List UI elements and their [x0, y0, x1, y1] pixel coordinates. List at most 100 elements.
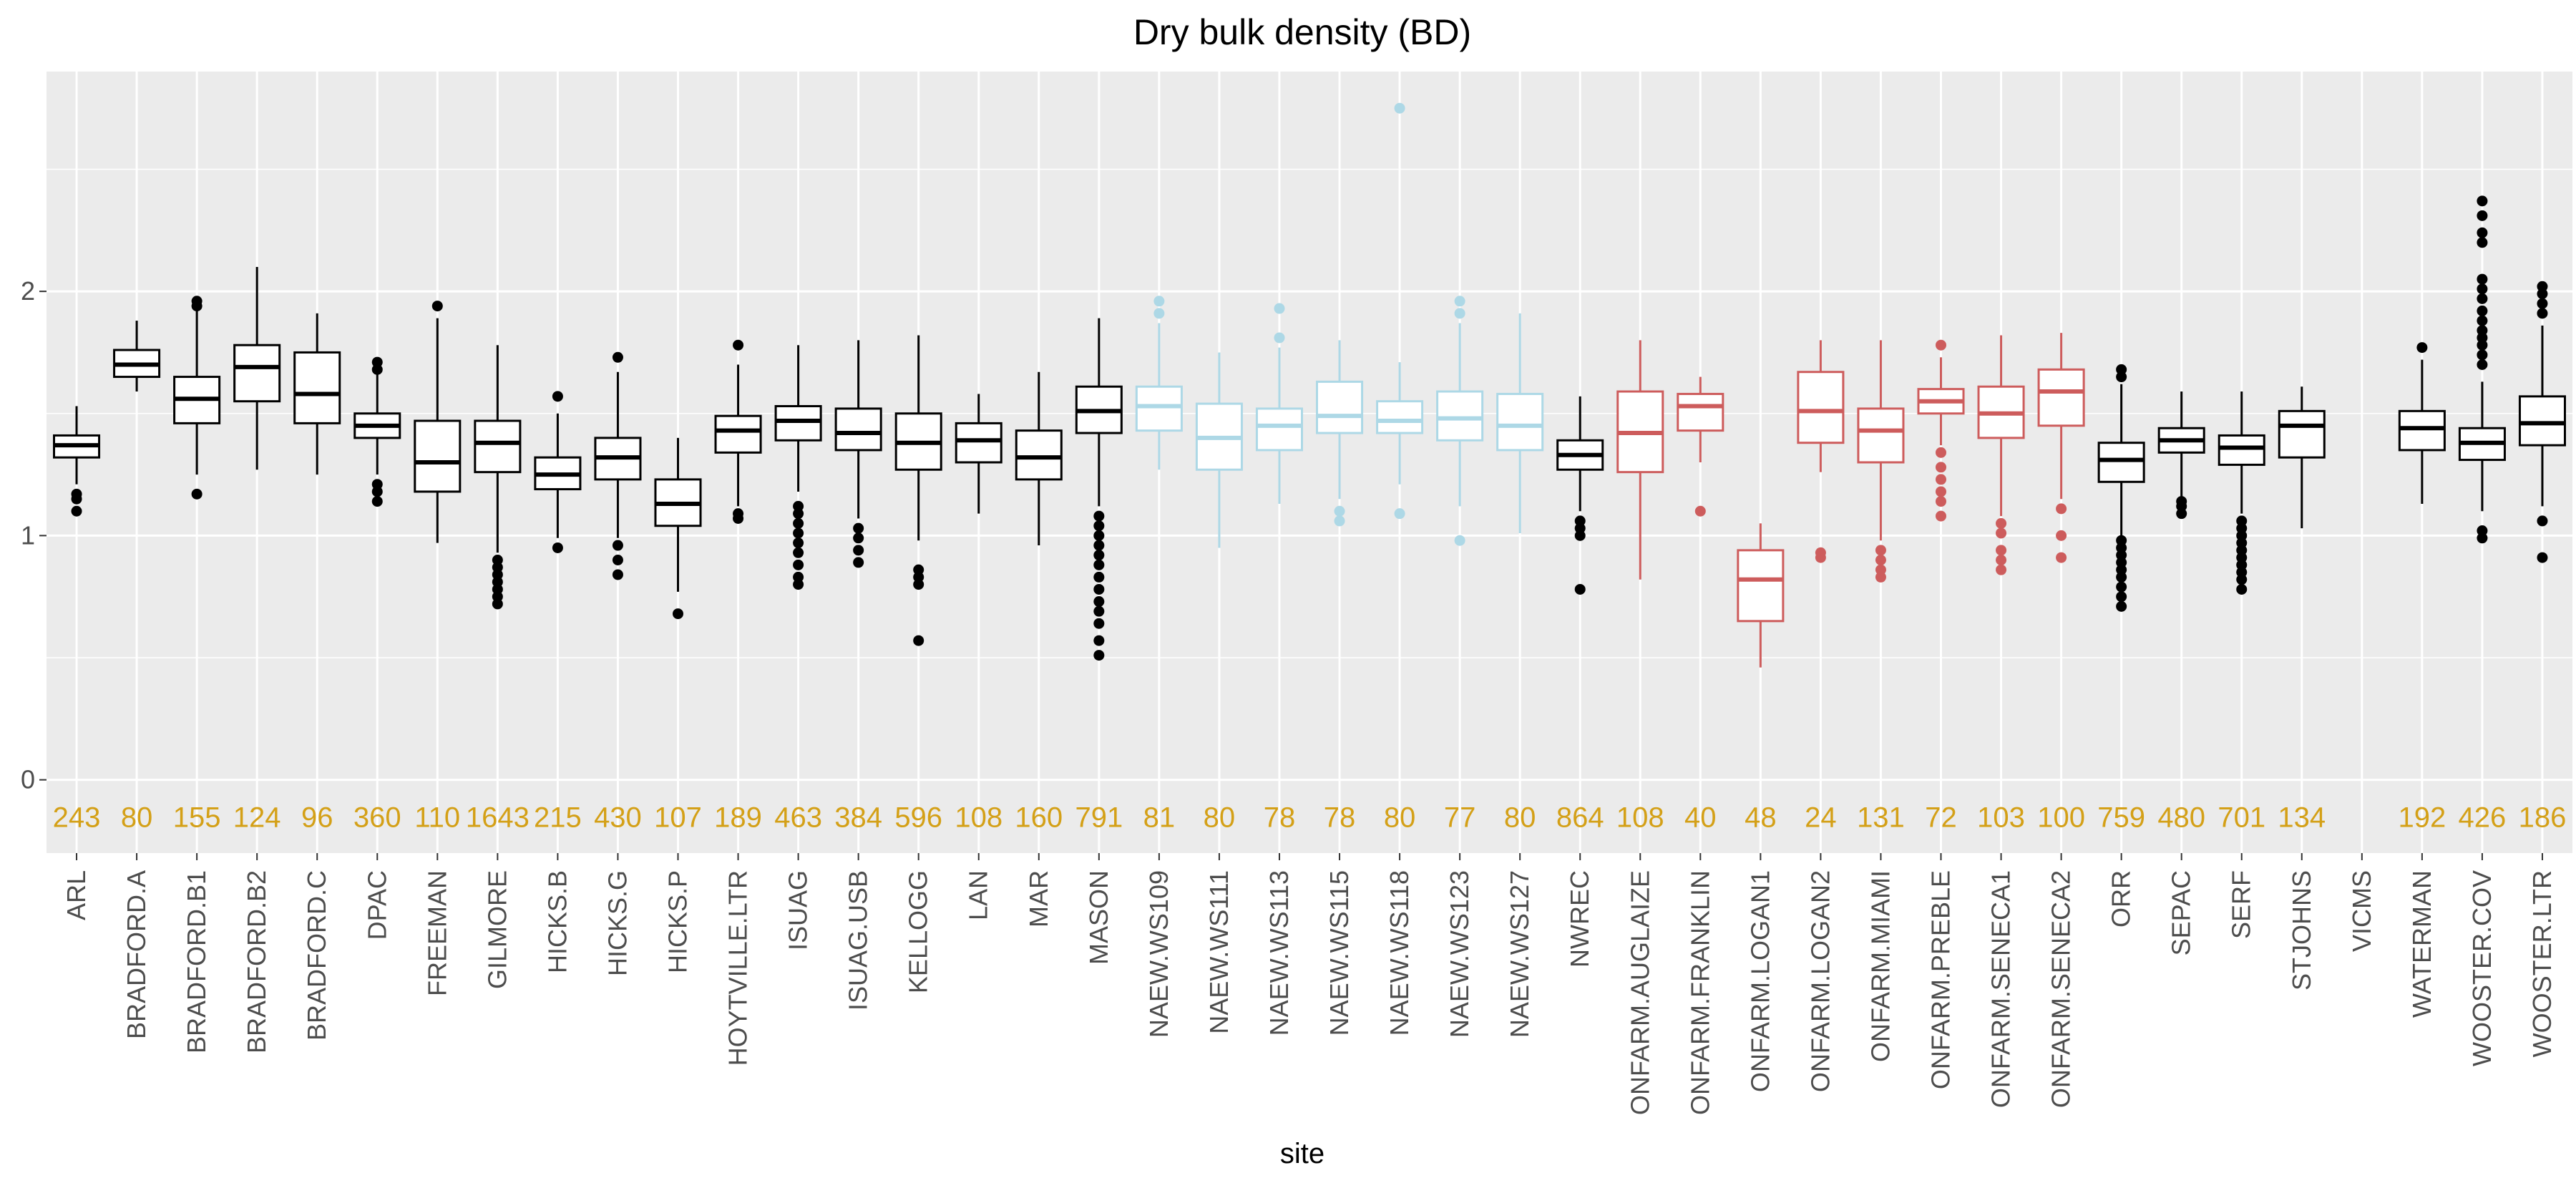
x-tick-label: ONFARM.PREBLE — [1926, 870, 1956, 1089]
x-tick-label: ONFARM.LOGAN1 — [1745, 870, 1775, 1092]
x-tick-label: NAEW.WS123 — [1445, 870, 1474, 1038]
x-tick-label: BRADFORD.C — [302, 870, 331, 1041]
box-naew-ws127 — [1496, 313, 1544, 533]
box-onfarm-seneca2 — [2037, 333, 2085, 563]
box-naew-ws123 — [1436, 296, 1484, 546]
outlier-point — [2116, 535, 2127, 546]
outlier-point — [1454, 535, 1465, 546]
x-tick-label: NAEW.WS111 — [1204, 870, 1234, 1034]
x-tick-label: NAEW.WS113 — [1264, 870, 1294, 1036]
box-freeman — [414, 301, 462, 543]
count-label: 426 — [2459, 802, 2507, 834]
outlier-point — [2236, 515, 2248, 527]
outlier-point — [2056, 552, 2067, 563]
box-isuag — [774, 345, 822, 590]
box-lan — [955, 394, 1002, 514]
outlier-point — [1996, 527, 2007, 539]
outlier-point — [1394, 508, 1405, 520]
x-tick-label: MASON — [1084, 870, 1113, 965]
iqr-box — [1376, 400, 1424, 434]
outlier-point — [793, 527, 804, 539]
outlier-point — [552, 542, 563, 553]
count-label: 72 — [1925, 802, 1957, 834]
outlier-point — [1996, 545, 2007, 556]
box-onfarm-franklin — [1677, 376, 1724, 517]
iqr-box — [1797, 371, 1845, 444]
count-label: 124 — [233, 802, 281, 834]
outlier-point — [2537, 281, 2548, 292]
outlier-point — [853, 522, 864, 534]
outlier-point — [2056, 530, 2067, 541]
count-label: 186 — [2519, 802, 2567, 834]
box-bradford-c — [293, 313, 341, 475]
iqr-box — [774, 405, 822, 442]
outlier-point — [1093, 530, 1105, 541]
x-tick-label: KELLOGG — [904, 870, 933, 993]
count-label: 80 — [1384, 802, 1416, 834]
box-arl — [53, 406, 101, 517]
count-label: 759 — [2097, 802, 2145, 834]
box-onfarm-logan1 — [1737, 523, 1785, 668]
outlier-point — [2477, 359, 2488, 370]
iqr-box — [1737, 549, 1785, 623]
outlier-point — [2537, 298, 2548, 309]
iqr-box — [2218, 434, 2265, 466]
outlier-point — [1996, 517, 2007, 529]
outlier-point — [612, 351, 623, 363]
count-label: 384 — [834, 802, 882, 834]
outlier-point — [913, 635, 924, 646]
x-tick-label: NAEW.WS115 — [1324, 870, 1354, 1036]
chart-title: Dry bulk density (BD) — [1133, 12, 1471, 52]
outlier-point — [612, 569, 623, 580]
box-wooster-cov — [2458, 195, 2506, 544]
outlier-point — [2116, 591, 2127, 603]
iqr-box — [1436, 390, 1484, 442]
plot-panel — [47, 72, 2572, 853]
outlier-point — [2477, 315, 2488, 326]
outlier-point — [1093, 520, 1105, 532]
count-label: 192 — [2399, 802, 2446, 834]
outlier-point — [2477, 227, 2488, 238]
outlier-point — [612, 540, 623, 551]
outlier-point — [1875, 555, 1886, 565]
box-hoytville-ltr — [714, 339, 762, 524]
box-nwrec — [1556, 396, 1604, 595]
outlier-point — [1334, 515, 1345, 527]
outlier-point — [1093, 559, 1105, 570]
outlier-point — [853, 557, 864, 568]
outlier-point — [2477, 349, 2488, 361]
y-tick-label: 0 — [21, 765, 35, 794]
outlier-point — [1996, 564, 2007, 575]
iqr-box — [1677, 392, 1724, 432]
count-label: 131 — [1857, 802, 1905, 834]
outlier-point — [2116, 364, 2127, 375]
outlier-point — [1815, 547, 1826, 558]
y-tick-label: 2 — [21, 276, 35, 306]
iqr-box — [714, 414, 762, 454]
outlier-point — [2537, 552, 2548, 563]
count-label: 480 — [2157, 802, 2205, 834]
outlier-point — [2537, 308, 2548, 319]
x-tick-label: WOOSTER.COV — [2467, 870, 2497, 1066]
count-label: 215 — [534, 802, 582, 834]
iqr-box — [2097, 442, 2145, 483]
outlier-point — [1093, 596, 1105, 608]
outlier-point — [913, 564, 924, 575]
outlier-point — [612, 555, 623, 565]
x-tick-label: SEPAC — [2167, 870, 2196, 955]
x-tick-label: ONFARM.FRANKLIN — [1685, 870, 1714, 1115]
iqr-box — [955, 422, 1002, 464]
count-label: 596 — [894, 802, 942, 834]
iqr-box — [1135, 385, 1183, 432]
x-tick-label: ONFARM.MIAMI — [1865, 870, 1895, 1062]
outlier-point — [1936, 496, 1946, 507]
outlier-point — [2056, 503, 2067, 515]
x-tick-label: HOYTVILLE.LTR — [723, 870, 753, 1066]
x-axis-label: site — [1280, 1138, 1324, 1169]
outlier-point — [1093, 605, 1105, 617]
outlier-point — [371, 356, 383, 368]
box-onfarm-miami — [1857, 340, 1905, 583]
count-label: 360 — [353, 802, 401, 834]
x-tick-label: DPAC — [362, 870, 391, 940]
